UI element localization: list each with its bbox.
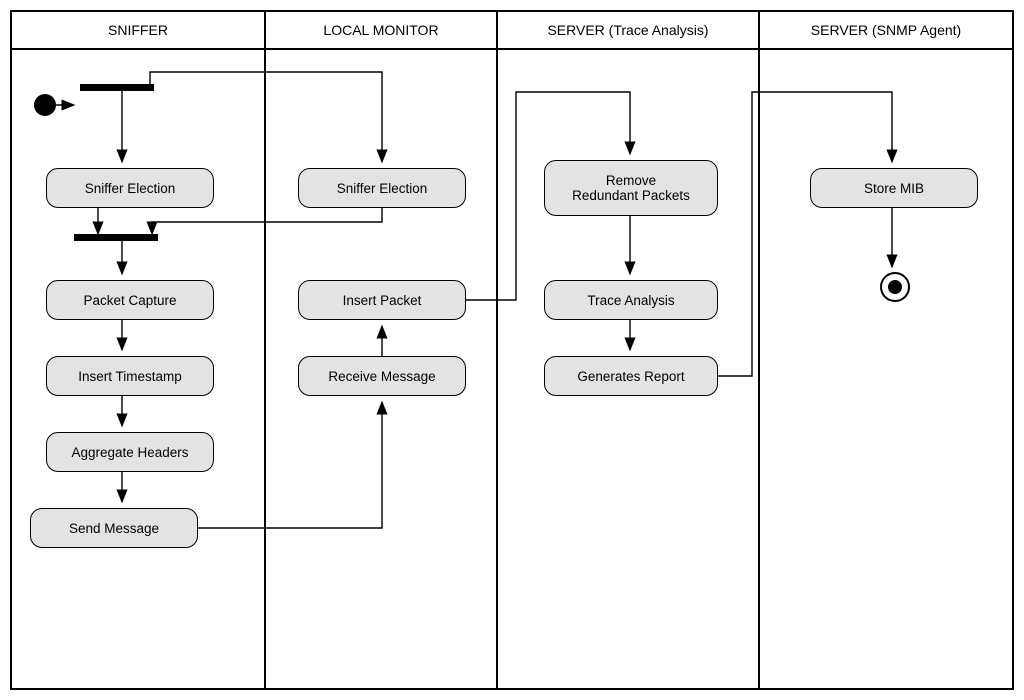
activity-aggregate-headers: Aggregate Headers: [46, 432, 214, 472]
join-bar: [74, 234, 158, 241]
activity-store-mib: Store MIB: [810, 168, 978, 208]
activity-label: Trace Analysis: [587, 293, 674, 308]
activity-generates-report: Generates Report: [544, 356, 718, 396]
activity-label: Sniffer Election: [337, 181, 428, 196]
fork-bar: [80, 84, 154, 91]
activity-remove-redundant: Remove Redundant Packets: [544, 160, 718, 216]
final-node: [880, 272, 910, 302]
activity-insert-packet: Insert Packet: [298, 280, 466, 320]
activity-receive-message: Receive Message: [298, 356, 466, 396]
activity-packet-capture: Packet Capture: [46, 280, 214, 320]
activity-label: Sniffer Election: [85, 181, 176, 196]
lane-header-sniffer: SNIFFER: [12, 12, 264, 50]
activity-label: Generates Report: [577, 369, 684, 384]
activity-sniffer-election-1: Sniffer Election: [46, 168, 214, 208]
lane-trace: SERVER (Trace Analysis): [498, 12, 760, 688]
activity-send-message: Send Message: [30, 508, 198, 548]
activity-label: Receive Message: [328, 369, 435, 384]
activity-sniffer-election-2: Sniffer Election: [298, 168, 466, 208]
activity-label: Insert Packet: [343, 293, 422, 308]
activity-trace-analysis: Trace Analysis: [544, 280, 718, 320]
activity-label: Remove Redundant Packets: [572, 173, 690, 203]
lane-snmp: SERVER (SNMP Agent): [760, 12, 1012, 688]
activity-label: Send Message: [69, 521, 159, 536]
lane-header-snmp: SERVER (SNMP Agent): [760, 12, 1012, 50]
activity-insert-timestamp: Insert Timestamp: [46, 356, 214, 396]
lane-monitor: LOCAL MONITOR: [266, 12, 498, 688]
lane-header-monitor: LOCAL MONITOR: [266, 12, 496, 50]
activity-label: Packet Capture: [83, 293, 176, 308]
activity-diagram: SNIFFER LOCAL MONITOR SERVER (Trace Anal…: [10, 10, 1014, 690]
activity-label: Aggregate Headers: [71, 445, 188, 460]
initial-node: [34, 94, 56, 116]
lane-header-trace: SERVER (Trace Analysis): [498, 12, 758, 50]
activity-label: Store MIB: [864, 181, 924, 196]
activity-label: Insert Timestamp: [78, 369, 182, 384]
